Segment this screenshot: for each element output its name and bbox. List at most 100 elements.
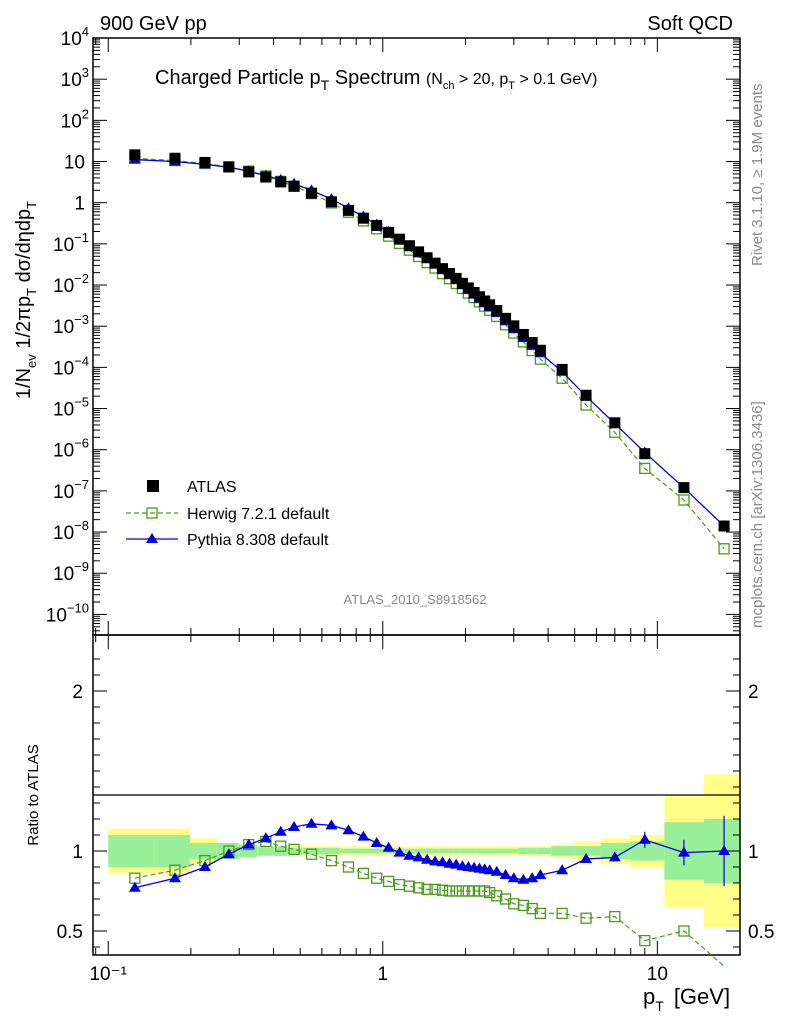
atlas-point bbox=[288, 180, 300, 192]
atlas-point bbox=[500, 312, 512, 324]
atlas-point bbox=[678, 482, 690, 494]
pythia-series-ratio bbox=[128, 815, 731, 892]
ratio-y-tick-label-right: 1 bbox=[748, 842, 759, 863]
y-tick-label: 10−8 bbox=[53, 518, 89, 544]
atlas-point bbox=[556, 363, 568, 375]
atlas-point bbox=[462, 282, 474, 294]
herwig-point-ratio bbox=[429, 883, 441, 896]
herwig-point-ratio bbox=[443, 885, 456, 897]
y-tick-label: 10 bbox=[64, 153, 85, 174]
herwig-point-ratio bbox=[450, 885, 462, 897]
stat-band-bin bbox=[518, 847, 528, 855]
analysis-label: ATLAS_2010_S8918562 bbox=[344, 592, 487, 607]
herwig-point-ratio bbox=[534, 907, 547, 920]
pythia-line-top bbox=[134, 158, 725, 527]
ratio-y-tick-label-right: 0.5 bbox=[748, 922, 774, 943]
pythia-point-ratio bbox=[288, 821, 301, 831]
y-tick-label: 102 bbox=[61, 106, 89, 132]
pythia-point-ratio bbox=[526, 872, 539, 883]
pythia-point-ratio bbox=[580, 853, 593, 863]
atlas-point bbox=[223, 161, 235, 173]
stat-band-bin bbox=[476, 848, 483, 854]
pythia-point-ratio bbox=[556, 864, 569, 875]
pythia-point-ratio bbox=[421, 853, 434, 864]
atlas-point bbox=[413, 246, 425, 258]
pythia-point-ratio bbox=[242, 838, 255, 849]
atlas-series-top bbox=[129, 149, 730, 532]
herwig-point-ratio bbox=[403, 880, 416, 892]
atlas-point bbox=[169, 152, 181, 164]
y-tick-label: 10−9 bbox=[53, 559, 89, 585]
pythia-point-ratio bbox=[608, 851, 621, 862]
ratio-y-tick-label-left: 0.5 bbox=[57, 922, 83, 943]
pythia-point-ratio bbox=[403, 849, 416, 860]
atlas-point bbox=[357, 212, 369, 224]
herwig-point-ratio bbox=[580, 912, 592, 924]
axis-ticks bbox=[93, 37, 741, 955]
atlas-point bbox=[534, 344, 546, 356]
atlas-point bbox=[325, 196, 337, 208]
stat-band-bin bbox=[482, 848, 488, 854]
pythia-point-ratio bbox=[357, 830, 370, 841]
herwig-point-ratio bbox=[288, 843, 300, 856]
herwig-point-ratio bbox=[678, 925, 690, 937]
herwig-point-ratio bbox=[456, 885, 469, 897]
atlas-point bbox=[129, 149, 141, 161]
herwig-point-top bbox=[718, 543, 730, 555]
pythia-point-ratio bbox=[534, 869, 547, 879]
atlas-point bbox=[243, 166, 255, 178]
pythia-point-ratio bbox=[483, 864, 496, 875]
stat-band-bin bbox=[536, 847, 552, 855]
pythia-point-ratio bbox=[325, 819, 338, 830]
atlas-point bbox=[306, 187, 318, 199]
stat-band-bin bbox=[446, 848, 453, 854]
y-tick-label: 1 bbox=[74, 194, 85, 215]
pythia-point-ratio bbox=[499, 869, 512, 879]
herwig-point-ratio bbox=[462, 885, 475, 897]
pythia-point-ratio bbox=[222, 848, 235, 859]
y-tick-label: 10−4 bbox=[53, 353, 89, 379]
atlas-point bbox=[491, 305, 503, 317]
atlas-point bbox=[275, 176, 287, 188]
herwig-point-ratio bbox=[639, 934, 651, 947]
stat-band-bin bbox=[431, 848, 439, 854]
pythia-point-ratio bbox=[436, 856, 449, 867]
pythia-point-ratio bbox=[677, 846, 690, 857]
herwig-point-ratio bbox=[357, 867, 370, 880]
stat-band-bin bbox=[527, 847, 537, 855]
herwig-point-ratio bbox=[609, 910, 621, 923]
atlas-point bbox=[437, 263, 449, 275]
stat-band-bin bbox=[302, 847, 322, 855]
stat-band-bin bbox=[257, 846, 274, 856]
x-tick-labels: 10⁻¹ 1 10 bbox=[89, 964, 667, 985]
stat-band-bin bbox=[422, 848, 432, 854]
stat-band-bin bbox=[487, 848, 494, 854]
herwig-point-ratio bbox=[556, 907, 568, 920]
herwig-point-ratio bbox=[371, 872, 383, 884]
stat-band-bin bbox=[413, 848, 423, 854]
atlas-point bbox=[609, 417, 621, 429]
stat-band-bin bbox=[370, 848, 383, 854]
pythia-point-ratio bbox=[274, 825, 287, 836]
ratio-y-tick-label-left: 2 bbox=[72, 682, 83, 703]
stat-band-bin bbox=[493, 848, 502, 854]
pythia-point-ratio bbox=[370, 837, 383, 847]
stat-band-bin bbox=[551, 846, 575, 856]
atlas-point bbox=[450, 272, 462, 284]
herwig-line-ratio bbox=[134, 840, 725, 967]
atlas-point bbox=[526, 337, 538, 349]
x-tick-label: 1 bbox=[378, 964, 389, 985]
herwig-point-ratio bbox=[325, 854, 338, 867]
herwig-point-top bbox=[639, 462, 651, 475]
y-tick-label: 10−7 bbox=[53, 477, 89, 503]
herwig-series-ratio bbox=[129, 835, 725, 967]
atlas-point bbox=[342, 204, 354, 216]
atlas-point bbox=[383, 226, 395, 238]
atlas-point bbox=[393, 233, 405, 245]
stat-band-bin bbox=[501, 848, 510, 854]
y-axis-label-top: 1/Nev 1/2πpT dσ/dηdpT bbox=[13, 201, 39, 399]
herwig-point-ratio bbox=[275, 840, 287, 852]
header-left: 900 GeV pp bbox=[100, 13, 207, 35]
stat-band-bin bbox=[189, 843, 217, 859]
